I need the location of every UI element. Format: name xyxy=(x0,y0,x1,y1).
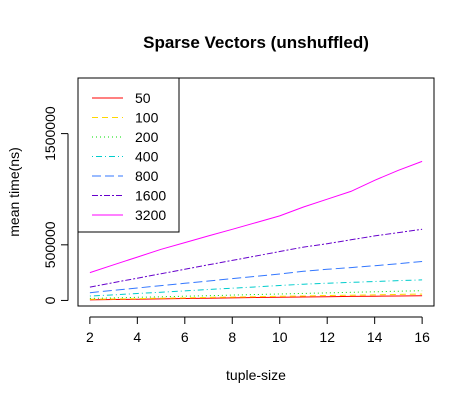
x-axis-label: tuple-size xyxy=(226,367,286,383)
legend-label: 400 xyxy=(135,149,159,165)
legend-label: 800 xyxy=(135,168,159,184)
x-axis: 2 4 6 8 10 12 14 16 xyxy=(86,316,430,345)
legend-box xyxy=(77,77,180,233)
x-tick-label: 14 xyxy=(367,329,383,345)
y-tick-label: 500000 xyxy=(42,221,58,268)
y-axis: 0 500000 1500000 xyxy=(42,106,69,304)
x-tick-label: 16 xyxy=(414,329,430,345)
y-axis-label: mean time(ns) xyxy=(6,147,22,236)
series-line-400 xyxy=(89,279,423,297)
series-line-50 xyxy=(89,295,423,301)
legend-label: 200 xyxy=(135,129,159,145)
legend-label: 100 xyxy=(135,110,159,126)
x-tick-label: 10 xyxy=(272,329,288,345)
x-tick-label: 4 xyxy=(133,329,141,345)
series-line-800 xyxy=(89,261,423,294)
y-tick-label: 0 xyxy=(42,296,58,304)
x-tick-label: 12 xyxy=(319,329,335,345)
x-tick-label: 2 xyxy=(86,329,94,345)
x-tick-label: 8 xyxy=(228,329,236,345)
legend-label: 50 xyxy=(135,90,151,106)
legend-label: 1600 xyxy=(135,188,166,204)
chart-title: Sparse Vectors (unshuffled) xyxy=(143,33,369,52)
series-line-200 xyxy=(89,290,423,299)
legend-label: 3200 xyxy=(135,207,166,223)
series-line-1600 xyxy=(89,228,423,288)
legend: 50 100 200 400 800 1600 3200 xyxy=(77,77,180,233)
y-tick-label: 1500000 xyxy=(42,106,58,161)
series-line-3200 xyxy=(89,160,423,274)
series-lines xyxy=(89,160,423,301)
x-tick-label: 6 xyxy=(181,329,189,345)
series-line-100 xyxy=(89,293,423,300)
